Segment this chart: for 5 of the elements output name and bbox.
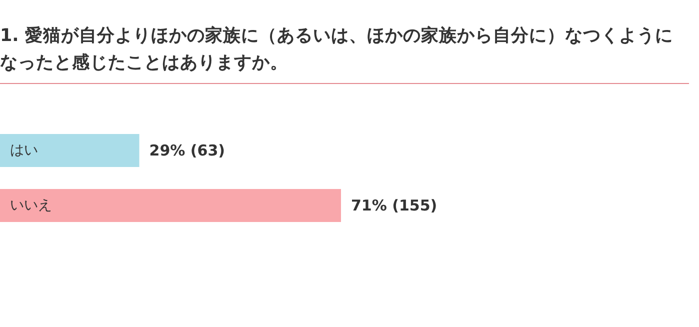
data-label: 71% (155): [351, 196, 438, 214]
y-tick-label: はい: [10, 142, 38, 158]
y-tick-label: いいえ: [10, 198, 52, 214]
data-label: 29% (63): [149, 142, 225, 160]
chart-title: 1. 愛猫が自分よりほかの家族に（あるいは、ほかの家族から自分に）なつくようになったと感じたことはありますか。: [0, 23, 689, 84]
